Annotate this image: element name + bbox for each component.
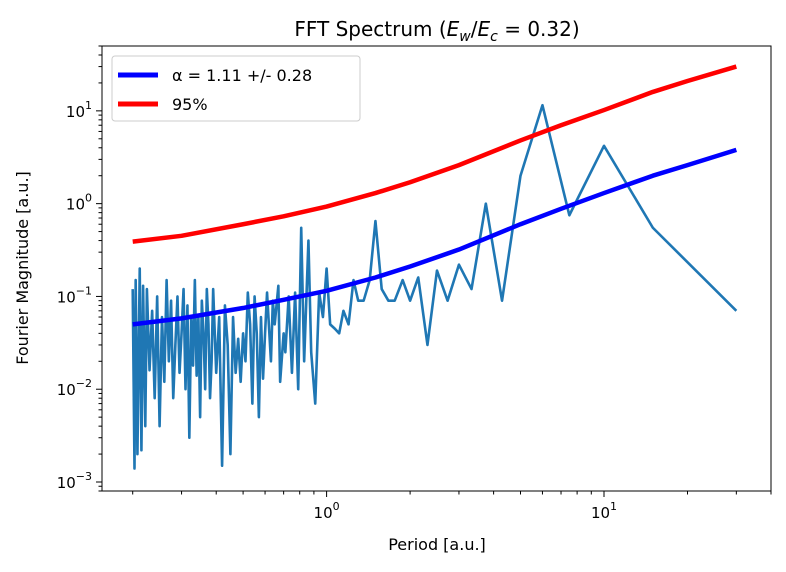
y-tick-label: 10−2 xyxy=(57,377,92,399)
y-tick-label: 101 xyxy=(66,99,92,121)
legend-label-alpha: α = 1.11 +/- 0.28 xyxy=(172,66,312,85)
x-tick-label: 101 xyxy=(591,500,617,522)
y-tick-label: 10−1 xyxy=(57,284,92,306)
y-axis-label: Fourier Magnitude [a.u.] xyxy=(13,171,32,365)
plot-area: 100 101 10−3 10−2 10−1 100 101 xyxy=(57,45,772,522)
legend: α = 1.11 +/- 0.28 95% xyxy=(111,55,361,122)
y-tick-label: 10−3 xyxy=(57,470,92,492)
y-tick-label: 100 xyxy=(66,192,92,214)
legend-label-95: 95% xyxy=(172,95,208,114)
chart-title: FFT Spectrum (Ew/Ec = 0.32) xyxy=(294,17,579,45)
fft-spectrum-line xyxy=(131,103,738,470)
x-axis-label: Period [a.u.] xyxy=(388,535,486,554)
alpha-fit-line xyxy=(132,147,738,327)
x-tick-label: 100 xyxy=(314,500,340,522)
legend-box xyxy=(111,55,361,122)
confidence-95-line xyxy=(132,64,737,244)
